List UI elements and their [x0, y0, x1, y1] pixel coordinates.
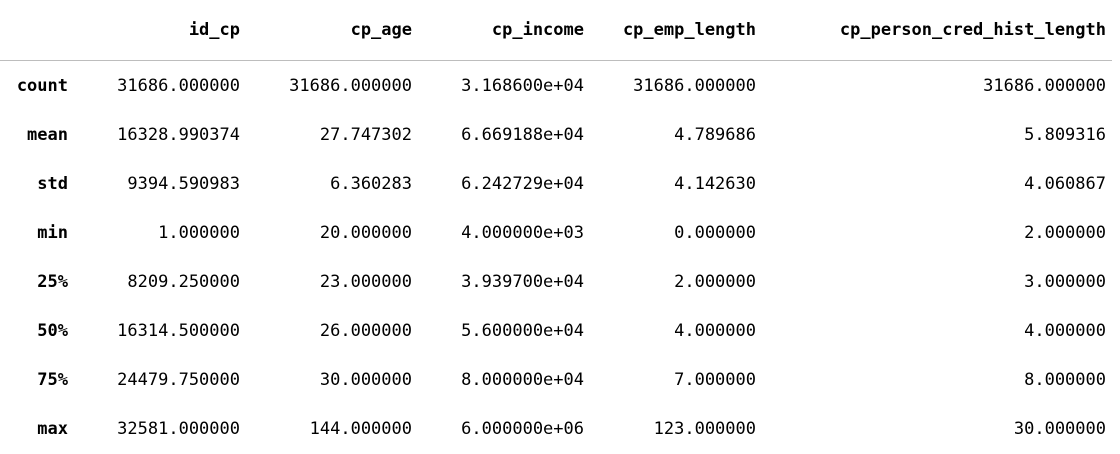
table-row: max 32581.000000 144.000000 6.000000e+06… — [0, 405, 1112, 454]
table-cell: 2.000000 — [762, 209, 1112, 258]
table-row: 75% 24479.750000 30.000000 8.000000e+04 … — [0, 356, 1112, 405]
header-row: id_cp cp_age cp_income cp_emp_length cp_… — [0, 0, 1112, 61]
table-cell: 6.669188e+04 — [418, 111, 590, 160]
row-label: 50% — [0, 307, 74, 356]
table-cell: 4.060867 — [762, 160, 1112, 209]
column-header-cp-income: cp_income — [418, 0, 590, 61]
table-cell: 7.000000 — [590, 356, 762, 405]
table-cell: 8.000000 — [762, 356, 1112, 405]
table-cell: 30.000000 — [246, 356, 418, 405]
index-header — [0, 0, 74, 61]
table-cell: 8209.250000 — [74, 258, 246, 307]
table-row: 50% 16314.500000 26.000000 5.600000e+04 … — [0, 307, 1112, 356]
table-cell: 24479.750000 — [74, 356, 246, 405]
table-cell: 16328.990374 — [74, 111, 246, 160]
column-header-id-cp: id_cp — [74, 0, 246, 61]
table-header: id_cp cp_age cp_income cp_emp_length cp_… — [0, 0, 1112, 61]
row-label: count — [0, 61, 74, 112]
table-row: mean 16328.990374 27.747302 6.669188e+04… — [0, 111, 1112, 160]
table-cell: 3.939700e+04 — [418, 258, 590, 307]
table-cell: 4.789686 — [590, 111, 762, 160]
table-cell: 5.809316 — [762, 111, 1112, 160]
table-cell: 31686.000000 — [762, 61, 1112, 112]
row-label: mean — [0, 111, 74, 160]
table-cell: 31686.000000 — [74, 61, 246, 112]
table-cell: 4.000000 — [590, 307, 762, 356]
table-cell: 6.360283 — [246, 160, 418, 209]
table-row: count 31686.000000 31686.000000 3.168600… — [0, 61, 1112, 112]
table-cell: 16314.500000 — [74, 307, 246, 356]
table-cell: 6.000000e+06 — [418, 405, 590, 454]
table-cell: 32581.000000 — [74, 405, 246, 454]
table-cell: 31686.000000 — [590, 61, 762, 112]
table-cell: 20.000000 — [246, 209, 418, 258]
row-label: 75% — [0, 356, 74, 405]
table-cell: 4.000000e+03 — [418, 209, 590, 258]
column-header-cp-age: cp_age — [246, 0, 418, 61]
table-row: std 9394.590983 6.360283 6.242729e+04 4.… — [0, 160, 1112, 209]
table-body: count 31686.000000 31686.000000 3.168600… — [0, 61, 1112, 454]
table-cell: 9394.590983 — [74, 160, 246, 209]
table-cell: 0.000000 — [590, 209, 762, 258]
table-cell: 23.000000 — [246, 258, 418, 307]
row-label: std — [0, 160, 74, 209]
table-cell: 3.000000 — [762, 258, 1112, 307]
table-cell: 26.000000 — [246, 307, 418, 356]
column-header-cp-person-cred-hist-length: cp_person_cred_hist_length — [762, 0, 1112, 61]
table-row: min 1.000000 20.000000 4.000000e+03 0.00… — [0, 209, 1112, 258]
table-cell: 31686.000000 — [246, 61, 418, 112]
table-row: 25% 8209.250000 23.000000 3.939700e+04 2… — [0, 258, 1112, 307]
table-cell: 30.000000 — [762, 405, 1112, 454]
row-label: max — [0, 405, 74, 454]
row-label: min — [0, 209, 74, 258]
table-cell: 5.600000e+04 — [418, 307, 590, 356]
table-cell: 4.000000 — [762, 307, 1112, 356]
table-cell: 123.000000 — [590, 405, 762, 454]
table-cell: 144.000000 — [246, 405, 418, 454]
table-cell: 2.000000 — [590, 258, 762, 307]
row-label: 25% — [0, 258, 74, 307]
table-cell: 27.747302 — [246, 111, 418, 160]
table-cell: 4.142630 — [590, 160, 762, 209]
table-cell: 1.000000 — [74, 209, 246, 258]
table-cell: 6.242729e+04 — [418, 160, 590, 209]
column-header-cp-emp-length: cp_emp_length — [590, 0, 762, 61]
table-cell: 8.000000e+04 — [418, 356, 590, 405]
table-cell: 3.168600e+04 — [418, 61, 590, 112]
